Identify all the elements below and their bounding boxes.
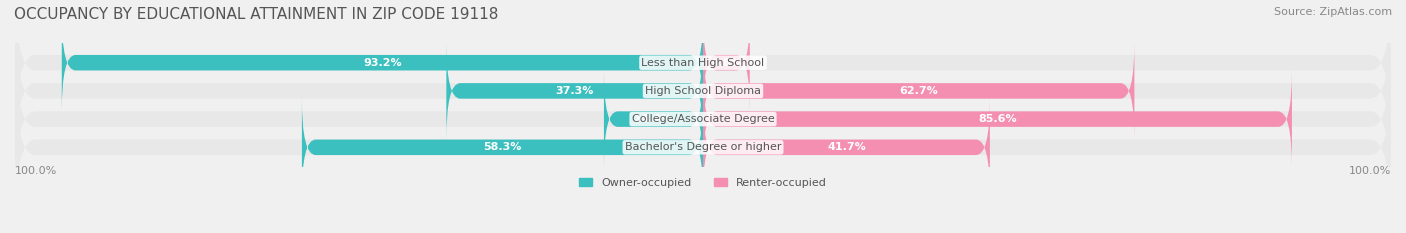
- Text: OCCUPANCY BY EDUCATIONAL ATTAINMENT IN ZIP CODE 19118: OCCUPANCY BY EDUCATIONAL ATTAINMENT IN Z…: [14, 7, 499, 22]
- Text: Bachelor's Degree or higher: Bachelor's Degree or higher: [624, 142, 782, 152]
- FancyBboxPatch shape: [302, 99, 703, 196]
- Text: High School Diploma: High School Diploma: [645, 86, 761, 96]
- Text: 93.2%: 93.2%: [363, 58, 402, 68]
- Text: 100.0%: 100.0%: [1348, 167, 1391, 176]
- FancyBboxPatch shape: [15, 0, 1391, 140]
- FancyBboxPatch shape: [62, 14, 703, 111]
- FancyBboxPatch shape: [703, 70, 1292, 168]
- FancyBboxPatch shape: [703, 99, 990, 196]
- Text: College/Associate Degree: College/Associate Degree: [631, 114, 775, 124]
- Legend: Owner-occupied, Renter-occupied: Owner-occupied, Renter-occupied: [575, 174, 831, 192]
- Text: Less than High School: Less than High School: [641, 58, 765, 68]
- Text: 85.6%: 85.6%: [979, 114, 1017, 124]
- Text: 100.0%: 100.0%: [15, 167, 58, 176]
- FancyBboxPatch shape: [703, 14, 749, 111]
- FancyBboxPatch shape: [15, 42, 1391, 196]
- Text: 41.7%: 41.7%: [827, 142, 866, 152]
- FancyBboxPatch shape: [15, 14, 1391, 168]
- FancyBboxPatch shape: [15, 70, 1391, 224]
- Text: 62.7%: 62.7%: [900, 86, 938, 96]
- Text: 37.3%: 37.3%: [555, 86, 593, 96]
- Text: 14.4%: 14.4%: [634, 114, 673, 124]
- Text: Source: ZipAtlas.com: Source: ZipAtlas.com: [1274, 7, 1392, 17]
- FancyBboxPatch shape: [703, 42, 1135, 140]
- FancyBboxPatch shape: [446, 42, 703, 140]
- Text: 6.8%: 6.8%: [711, 58, 742, 68]
- Text: 58.3%: 58.3%: [484, 142, 522, 152]
- FancyBboxPatch shape: [605, 70, 703, 168]
